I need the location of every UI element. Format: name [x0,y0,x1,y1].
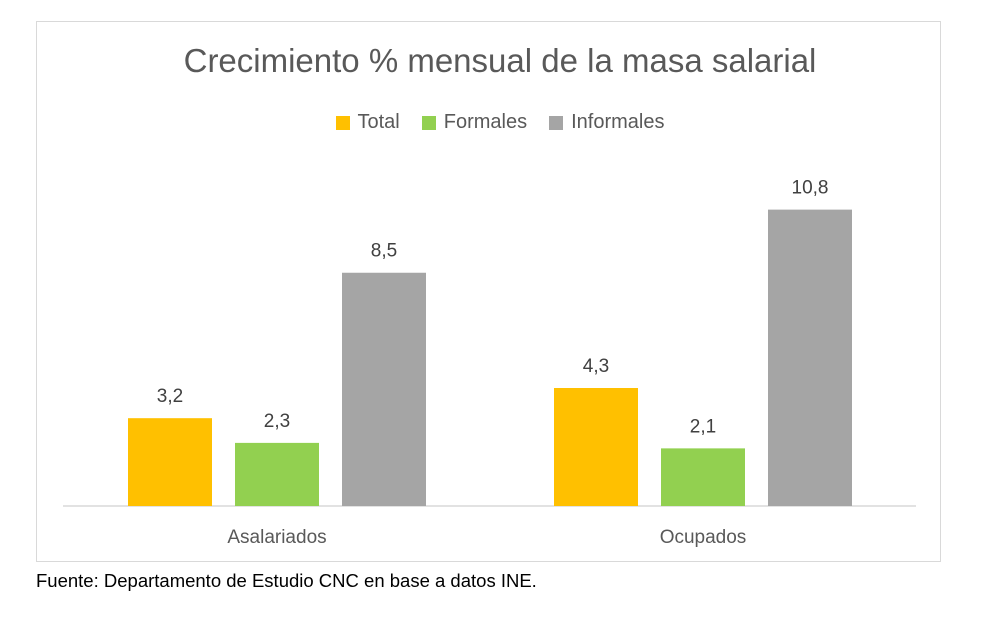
x-tick-label-asalariados: Asalariados [227,527,326,548]
data-label-total-ocupados: 4,3 [583,356,609,377]
legend-label-total: Total [357,111,400,133]
source-note: Fuente: Departamento de Estudio CNC en b… [36,570,537,591]
data-label-total-asalariados: 3,2 [157,386,183,407]
bar-informales-asalariados [342,272,426,506]
legend-label-informales: Informales [571,111,665,133]
legend-item-total: Total [335,111,400,134]
bar-total-ocupados [554,388,638,506]
chart-title: Crecimiento % mensual de la masa salaria… [183,42,817,79]
legend-label-formales: Formales [443,111,528,133]
legend-swatch-total [335,115,350,130]
legend-item-formales: Formales [421,111,528,134]
data-label-formales-ocupados: 2,1 [690,416,716,437]
legend-swatch-informales [549,115,564,130]
data-label-formales-asalariados: 2,3 [264,411,290,432]
x-tick-label-ocupados: Ocupados [660,527,747,548]
legend-swatch-formales [421,115,436,130]
bar-total-asalariados [128,418,212,506]
data-label-informales-asalariados: 8,5 [371,241,397,262]
bar-formales-ocupados [661,448,745,506]
legend-item-informales: Informales [549,111,664,134]
data-label-informales-ocupados: 10,8 [792,178,829,199]
legend: Total Formales Informales [0,111,1000,134]
bar-formales-asalariados [235,442,319,506]
bar-informales-ocupados [768,209,852,506]
